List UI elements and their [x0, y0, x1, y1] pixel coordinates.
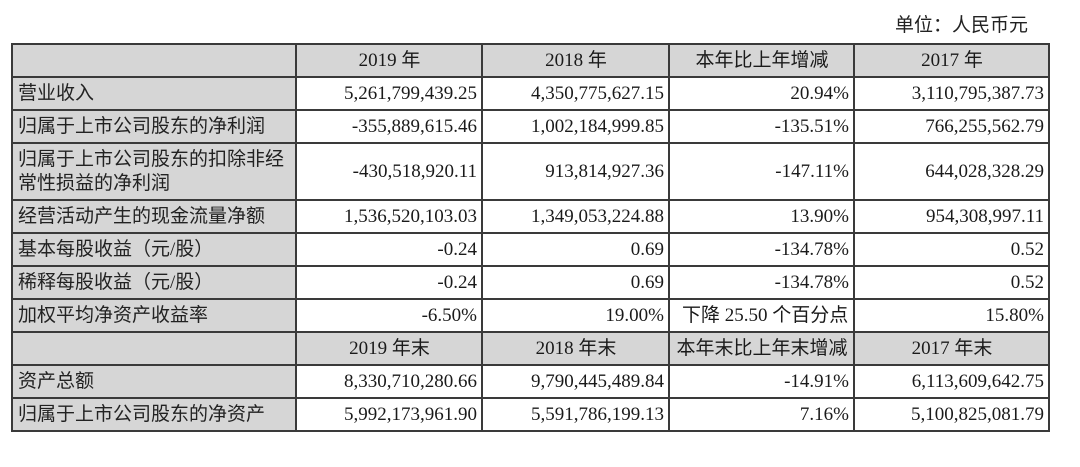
header-2017-end: 2017 年末 [853, 331, 1050, 366]
cell-change: -14.91% [668, 364, 855, 399]
row-label: 营业收入 [11, 76, 297, 111]
cell-2019: 5,261,799,439.25 [295, 76, 483, 111]
header-change: 本年比上年增减 [668, 43, 855, 78]
cell-2017: 6,113,609,642.75 [853, 364, 1050, 399]
cell-change: 7.16% [668, 397, 855, 432]
table-row: 稀释每股收益（元/股） -0.24 0.69 -134.78% 0.52 [11, 265, 1050, 300]
cell-2019: 5,992,173,961.90 [295, 397, 483, 432]
row-label: 加权平均净资产收益率 [11, 298, 297, 333]
table-row: 归属于上市公司股东的净利润 -355,889,615.46 1,002,184,… [11, 109, 1050, 144]
cell-2018: 5,591,786,199.13 [481, 397, 670, 432]
row-label: 资产总额 [11, 364, 297, 399]
header-row-year-end: 2019 年末 2018 年末 本年末比上年末增减 2017 年末 [11, 331, 1050, 366]
table-row: 加权平均净资产收益率 -6.50% 19.00% 下降 25.50 个百分点 1… [11, 298, 1050, 333]
cell-2017: 15.80% [853, 298, 1050, 333]
unit-label: 单位：人民币元 [894, 15, 1028, 36]
table-row: 经营活动产生的现金流量净额 1,536,520,103.03 1,349,053… [11, 199, 1050, 234]
table-row: 营业收入 5,261,799,439.25 4,350,775,627.15 2… [11, 76, 1050, 111]
cell-2019: -0.24 [295, 265, 483, 300]
cell-change: -134.78% [668, 232, 855, 267]
header-corner [11, 331, 297, 366]
row-label: 经营活动产生的现金流量净额 [11, 199, 297, 234]
header-2018: 2018 年 [481, 43, 670, 78]
cell-2018: 1,349,053,224.88 [481, 199, 670, 234]
table-row: 基本每股收益（元/股） -0.24 0.69 -134.78% 0.52 [11, 232, 1050, 267]
row-label: 稀释每股收益（元/股） [11, 265, 297, 300]
header-2019: 2019 年 [295, 43, 483, 78]
cell-change: 20.94% [668, 76, 855, 111]
cell-2019: 8,330,710,280.66 [295, 364, 483, 399]
header-row-annual: 2019 年 2018 年 本年比上年增减 2017 年 [11, 43, 1050, 78]
cell-2017: 0.52 [853, 265, 1050, 300]
table-row: 归属于上市公司股东的净资产 5,992,173,961.90 5,591,786… [11, 397, 1050, 432]
cell-2018: 913,814,927.36 [481, 142, 670, 201]
cell-2019: -355,889,615.46 [295, 109, 483, 144]
cell-2018: 0.69 [481, 232, 670, 267]
cell-change: -134.78% [668, 265, 855, 300]
row-label: 归属于上市公司股东的净利润 [11, 109, 297, 144]
cell-change: -147.11% [668, 142, 855, 201]
cell-2018: 0.69 [481, 265, 670, 300]
cell-2018: 4,350,775,627.15 [481, 76, 670, 111]
cell-2018: 19.00% [481, 298, 670, 333]
header-change-end: 本年末比上年末增减 [668, 331, 855, 366]
header-2018-end: 2018 年末 [481, 331, 670, 366]
row-label: 基本每股收益（元/股） [11, 232, 297, 267]
header-2019-end: 2019 年末 [295, 331, 483, 366]
table-row: 归属于上市公司股东的扣除非经常性损益的净利润 -430,518,920.11 9… [11, 142, 1050, 201]
cell-2019: -430,518,920.11 [295, 142, 483, 201]
row-label: 归属于上市公司股东的净资产 [11, 397, 297, 432]
header-corner [11, 43, 297, 78]
row-label: 归属于上市公司股东的扣除非经常性损益的净利润 [11, 142, 297, 201]
cell-2018: 9,790,445,489.84 [481, 364, 670, 399]
cell-change: -135.51% [668, 109, 855, 144]
cell-2019: -0.24 [295, 232, 483, 267]
cell-2018: 1,002,184,999.85 [481, 109, 670, 144]
cell-2017: 5,100,825,081.79 [853, 397, 1050, 432]
cell-2017: 644,028,328.29 [853, 142, 1050, 201]
financial-summary-table: 2019 年 2018 年 本年比上年增减 2017 年 营业收入 5,261,… [11, 43, 1050, 432]
cell-2017: 954,308,997.11 [853, 199, 1050, 234]
cell-2019: 1,536,520,103.03 [295, 199, 483, 234]
cell-2017: 3,110,795,387.73 [853, 76, 1050, 111]
header-2017: 2017 年 [853, 43, 1050, 78]
cell-2019: -6.50% [295, 298, 483, 333]
table-row: 资产总额 8,330,710,280.66 9,790,445,489.84 -… [11, 364, 1050, 399]
cell-change: 下降 25.50 个百分点 [668, 298, 855, 333]
cell-2017: 0.52 [853, 232, 1050, 267]
cell-2017: 766,255,562.79 [853, 109, 1050, 144]
cell-change: 13.90% [668, 199, 855, 234]
